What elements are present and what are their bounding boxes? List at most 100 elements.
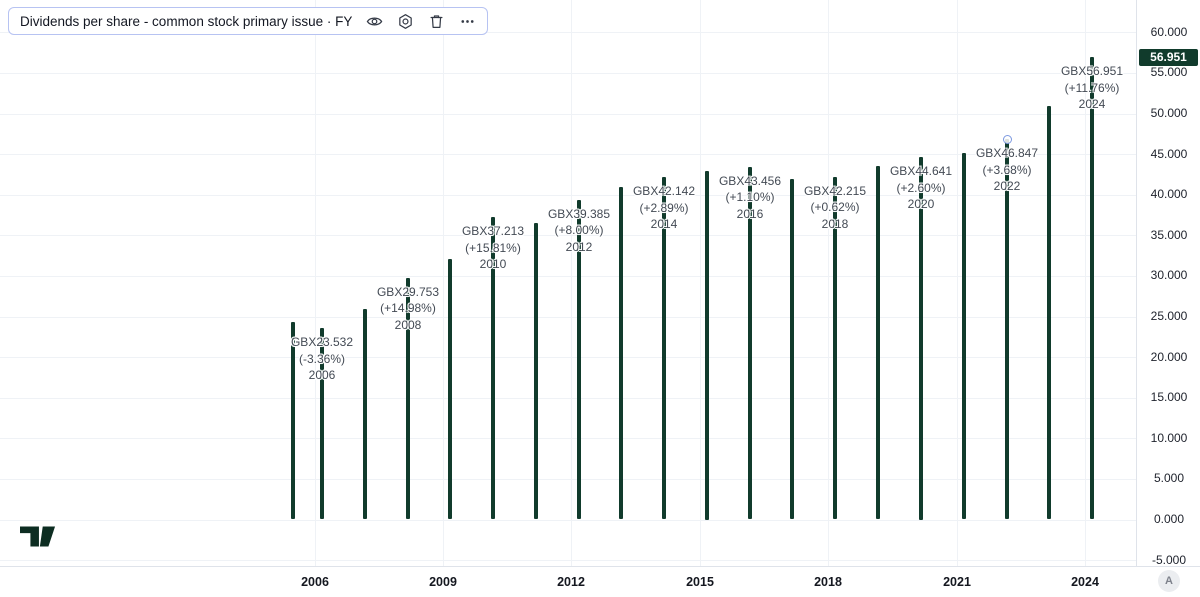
bar-label-line: (+15.81%)	[465, 240, 521, 255]
price-axis[interactable]: 56.951 60.000 55.000 50.000 45.000 40.000 35.…	[1136, 0, 1200, 567]
bar-label-line: (+3.68%)	[982, 162, 1032, 177]
vertical-gridline	[571, 0, 572, 566]
bar-value-label: GBX39.385 (+8.00%) 2012	[548, 206, 610, 256]
dividend-bar[interactable]	[1005, 139, 1009, 520]
dividend-bar[interactable]	[320, 328, 324, 520]
bar-label-line: GBX42.142	[632, 184, 696, 199]
vertical-gridline	[315, 0, 316, 566]
bar-label-line: 2022	[993, 179, 1021, 194]
horizontal-gridline	[0, 72, 1136, 74]
dividend-bar[interactable]	[833, 176, 837, 520]
horizontal-gridline	[0, 32, 1136, 34]
price-axis-tick-label: 20.000	[1150, 349, 1188, 364]
more-icon[interactable]	[458, 12, 476, 30]
eye-icon[interactable]	[365, 12, 383, 30]
dividend-bar[interactable]	[448, 258, 452, 520]
price-axis-tick-label: 60.000	[1150, 24, 1188, 39]
bar-value-label: GBX29.753 (+14.98%) 2008	[377, 284, 439, 334]
price-axis-tick-label: 55.000	[1150, 65, 1188, 80]
horizontal-gridline	[0, 235, 1136, 237]
price-axis-tick-label: -5.000	[1151, 552, 1187, 567]
bar-label-line: 2012	[565, 239, 593, 254]
bar-value-label: GBX56.951 (+11.76%) 2024	[1061, 63, 1123, 113]
dividend-bar[interactable]	[406, 277, 410, 520]
bar-label-line: (+14.98%)	[380, 301, 436, 316]
dividend-bar[interactable]	[577, 199, 581, 520]
dividend-bar[interactable]	[1090, 57, 1094, 520]
bar-label-line: (+11.76%)	[1064, 80, 1120, 95]
bar-label-line: GBX39.385	[547, 206, 611, 221]
dividend-bar[interactable]	[705, 170, 709, 520]
plot-area[interactable]: GBX23.532 (-3.36%) 2006 GBX29.753 (+14.98%) 2…	[0, 0, 1136, 566]
vertical-gridline	[700, 0, 701, 566]
horizontal-gridline	[0, 357, 1136, 359]
time-axis[interactable]: A 2006 2009 2012 2015 2018 2021 2024	[0, 566, 1200, 597]
bar-label-line: GBX37.213	[461, 224, 525, 239]
dividend-bar[interactable]	[748, 166, 752, 520]
dividend-bar[interactable]	[619, 186, 623, 520]
dividend-bar[interactable]	[876, 166, 880, 520]
bar-label-line: 2006	[308, 368, 336, 383]
bar-label-line: GBX56.951	[1060, 64, 1124, 79]
price-axis-tick-label: 35.000	[1150, 227, 1188, 242]
dividend-bar[interactable]	[919, 157, 923, 520]
trash-icon[interactable]	[427, 12, 445, 30]
vertical-gridline	[1085, 0, 1086, 566]
bar-value-label: GBX42.215 (+0.62%) 2018	[804, 183, 866, 233]
price-axis-tick-label: 15.000	[1150, 390, 1188, 405]
bar-label-line: (+8.00%)	[554, 223, 604, 238]
bar-label-line: 2024	[1078, 97, 1106, 112]
time-axis-tick-label: 2018	[814, 575, 842, 589]
horizontal-gridline	[0, 438, 1136, 440]
dividend-bar[interactable]	[363, 309, 367, 520]
price-axis-tick-label: 0.000	[1153, 512, 1185, 526]
bar-label-line: GBX46.847	[975, 146, 1039, 161]
bar-label-line: 2014	[650, 217, 678, 232]
auto-scale-badge[interactable]: A	[1158, 570, 1180, 592]
horizontal-gridline	[0, 194, 1136, 196]
price-axis-tick-label: 25.000	[1150, 309, 1188, 323]
dividend-bar[interactable]	[1047, 105, 1051, 520]
bar-label-line: GBX44.641	[889, 164, 953, 178]
time-axis-tick-label: 2012	[557, 575, 585, 589]
tradingview-logo-icon[interactable]	[20, 526, 56, 547]
dividend-bar[interactable]	[962, 152, 966, 520]
selection-marker-icon	[1002, 134, 1012, 144]
bar-label-line: (-3.36%)	[298, 351, 346, 366]
bar-label-line: GBX23.532	[290, 335, 354, 350]
bar-value-label: GBX23.532 (-3.36%) 2006	[291, 334, 353, 384]
bar-value-label: GBX43.456 (+1.10%) 2016	[719, 173, 781, 223]
horizontal-gridline	[0, 275, 1136, 277]
vertical-gridline	[443, 0, 444, 566]
dividend-bar[interactable]	[291, 321, 295, 520]
price-axis-tick-label: 50.000	[1150, 106, 1188, 120]
series-legend-box[interactable]: Dividends per share - common stock prima…	[8, 7, 489, 35]
bar-label-line: 2008	[394, 317, 422, 332]
dividend-bar[interactable]	[662, 177, 666, 520]
price-axis-tick-label: 30.000	[1150, 268, 1188, 283]
dividend-bar[interactable]	[534, 223, 538, 520]
price-axis-tick-label: 5.000	[1153, 471, 1185, 486]
settings-icon[interactable]	[396, 12, 414, 30]
dividend-bar[interactable]	[790, 178, 794, 520]
vertical-gridline	[828, 0, 829, 566]
horizontal-gridline	[0, 397, 1136, 399]
time-axis-tick-label: 2021	[943, 575, 971, 589]
bar-label-line: (+2.60%)	[896, 180, 946, 195]
bar-label-line: 2016	[736, 206, 764, 221]
bar-value-label: GBX42.142 (+2.89%) 2014	[633, 183, 695, 233]
bar-label-line: GBX29.753	[376, 284, 440, 299]
horizontal-gridline	[0, 560, 1136, 562]
bar-value-label: GBX37.213 (+15.81%) 2010	[462, 223, 524, 273]
bar-label-line: (+2.89%)	[639, 200, 689, 215]
horizontal-gridline	[0, 519, 1136, 521]
bar-label-line: 2020	[907, 197, 935, 211]
bar-label-line: GBX43.456	[718, 173, 782, 188]
vertical-gridline	[957, 0, 958, 566]
horizontal-gridline	[0, 113, 1136, 115]
bar-label-line: (+1.10%)	[725, 190, 775, 205]
horizontal-gridline	[0, 478, 1136, 480]
dividend-bar[interactable]	[491, 217, 495, 520]
bar-label-line: GBX42.215	[803, 183, 867, 198]
